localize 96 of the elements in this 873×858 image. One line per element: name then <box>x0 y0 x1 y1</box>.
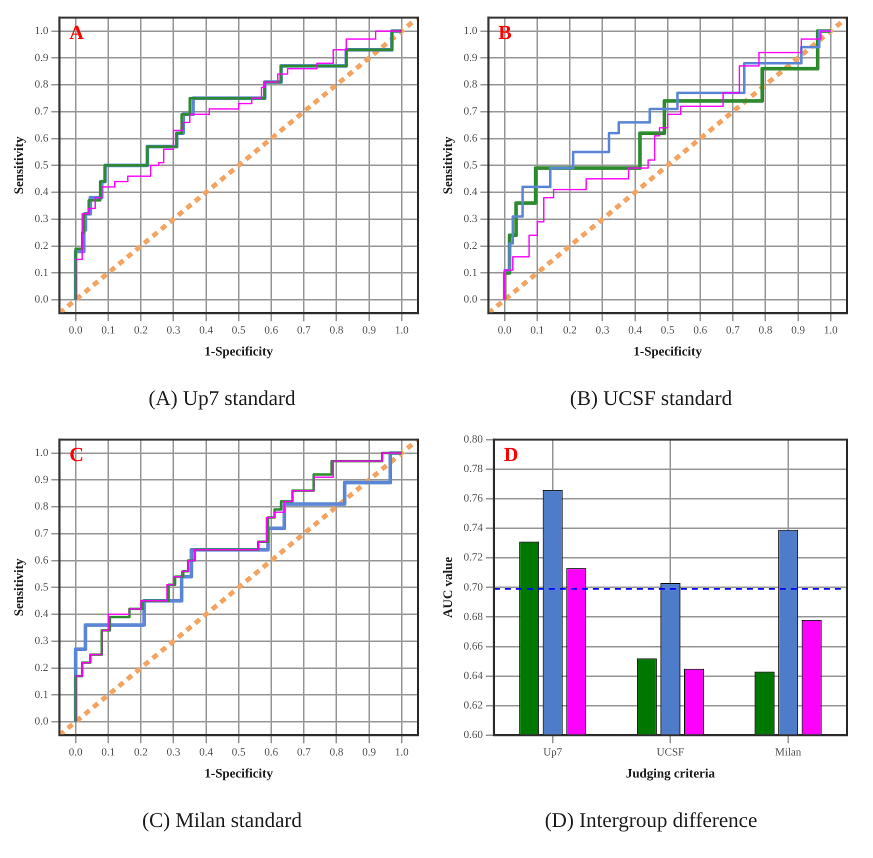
y-tick-label: 0.5 <box>34 159 49 172</box>
x-tick-label: 0.0 <box>498 324 512 337</box>
x-tick-label: 1.0 <box>394 746 410 759</box>
y-tick-label: 0.6 <box>34 554 49 566</box>
annotation: D <box>504 444 518 466</box>
x-tick-label: 0.2 <box>134 324 148 337</box>
x-tick-label: 0.2 <box>562 324 577 337</box>
y-tick-label: 0.3 <box>464 213 478 226</box>
x-tick-label: 0.8 <box>330 746 344 759</box>
y-tick-label: 0.64 <box>464 670 484 682</box>
x-tick-label: 0.9 <box>362 324 376 337</box>
x-tick-label: UCSF <box>656 746 684 759</box>
y-tick-label: 0.6 <box>34 132 49 144</box>
x-tick-label: 0.1 <box>101 324 116 337</box>
y-tick-label: 0.4 <box>34 186 49 198</box>
y-tick-label: 1.0 <box>34 446 49 459</box>
y-tick-label: 0.9 <box>34 52 49 64</box>
y-axis-title: Sensitivity <box>11 136 26 194</box>
y-tick-label: 0.9 <box>34 474 49 486</box>
x-tick-label: Milan <box>775 746 802 759</box>
y-tick-label: 0.6 <box>464 132 478 144</box>
text: (A) Up7 standard <box>148 386 296 411</box>
x-tick-label: 0.7 <box>297 324 312 337</box>
x-tick-label: 0.7 <box>726 324 740 337</box>
x-tick-label: 0.8 <box>758 324 773 337</box>
y-tick-label: 0.7 <box>34 106 49 118</box>
x-tick-label: 0.7 <box>297 746 312 759</box>
y-tick-label: 0.3 <box>34 213 49 226</box>
x-tick-label: 0.1 <box>101 746 116 759</box>
x-tick-label: 0.5 <box>660 324 676 337</box>
y-tick-label: 0.62 <box>464 700 483 712</box>
y-tick-label: 0.4 <box>34 608 49 620</box>
y-tick-label: 0.2 <box>34 240 48 252</box>
y-tick-label: 0.70 <box>464 581 484 594</box>
y-tick-label: 0.76 <box>464 492 484 505</box>
x-tick-label: 0.5 <box>232 746 246 759</box>
x-tick-label: 0.3 <box>166 746 181 759</box>
x-tick-label: Up7 <box>543 746 563 759</box>
x-tick-label: 0.6 <box>264 324 279 337</box>
y-tick-label: 0.80 <box>464 433 484 446</box>
text: (B) UCSF standard <box>568 386 734 411</box>
y-tick-label: 0.2 <box>34 662 48 674</box>
y-tick-label: 0.66 <box>464 640 484 652</box>
y-tick-label: 1.0 <box>464 24 478 37</box>
y-axis-title: AUC value <box>440 556 456 618</box>
x-tick-label: 0.5 <box>232 324 246 337</box>
x-tick-label: 0.4 <box>199 324 214 337</box>
y-tick-label: 0.0 <box>34 716 49 728</box>
y-tick-label: 0.4 <box>464 186 478 198</box>
x-tick-label: 0.6 <box>264 746 279 759</box>
y-tick-label: 0.8 <box>34 500 49 513</box>
y-tick-label: 0.78 <box>464 463 484 476</box>
x-axis-title: 1-Specificity <box>204 766 274 781</box>
x-tick-label: 1.0 <box>824 324 838 337</box>
x-tick-label: 0.6 <box>693 324 708 337</box>
y-tick-label: 0.3 <box>34 635 49 648</box>
annotation: B <box>498 22 512 44</box>
text: (D) Intergroup difference <box>544 808 758 833</box>
x-tick-label: 0.3 <box>596 324 610 337</box>
x-tick-label: 0.4 <box>199 746 214 759</box>
x-tick-label: 0.3 <box>166 324 181 337</box>
y-tick-label: 0.0 <box>464 294 478 306</box>
y-tick-label: 0.2 <box>464 240 478 252</box>
y-tick-label: 0.7 <box>464 106 478 118</box>
y-tick-label: 0.68 <box>464 610 484 623</box>
x-tick-label: 0.9 <box>362 746 376 759</box>
x-tick-label: 0.0 <box>68 324 84 337</box>
y-tick-label: 0.72 <box>464 552 483 564</box>
x-tick-label: 0.2 <box>134 746 148 759</box>
x-tick-label: 0.8 <box>330 324 344 337</box>
y-tick-label: 0.8 <box>464 78 478 91</box>
x-tick-label: 0.0 <box>68 746 84 759</box>
y-tick-label: 0.1 <box>34 688 48 701</box>
x-axis-title: 1-Specificity <box>204 344 274 359</box>
y-tick-label: 0.60 <box>464 729 484 742</box>
x-tick-label: 1.0 <box>394 324 410 337</box>
y-tick-label: 0.1 <box>464 266 478 279</box>
y-tick-label: 1.0 <box>34 24 49 37</box>
x-axis-title: 1-Specificity <box>633 344 702 359</box>
y-tick-label: 0.5 <box>464 159 478 172</box>
text: (C) Milan standard <box>141 808 303 833</box>
y-tick-label: 0.7 <box>34 528 49 540</box>
y-tick-label: 0.1 <box>34 266 48 279</box>
y-axis-title: Sensitivity <box>11 558 26 616</box>
x-axis-title: Judging criteria <box>626 766 716 781</box>
x-tick-label: 0.9 <box>791 324 806 337</box>
y-tick-label: 0.8 <box>34 78 49 91</box>
y-tick-label: 0.0 <box>34 294 49 306</box>
x-tick-label: 0.1 <box>530 324 544 337</box>
y-tick-label: 0.74 <box>464 522 484 534</box>
x-tick-label: 0.4 <box>628 324 642 337</box>
y-axis-title: Sensitivity <box>440 136 456 194</box>
annotation: A <box>69 22 84 44</box>
annotation: C <box>69 444 84 466</box>
y-tick-label: 0.9 <box>464 52 478 64</box>
y-tick-label: 0.5 <box>34 581 49 594</box>
